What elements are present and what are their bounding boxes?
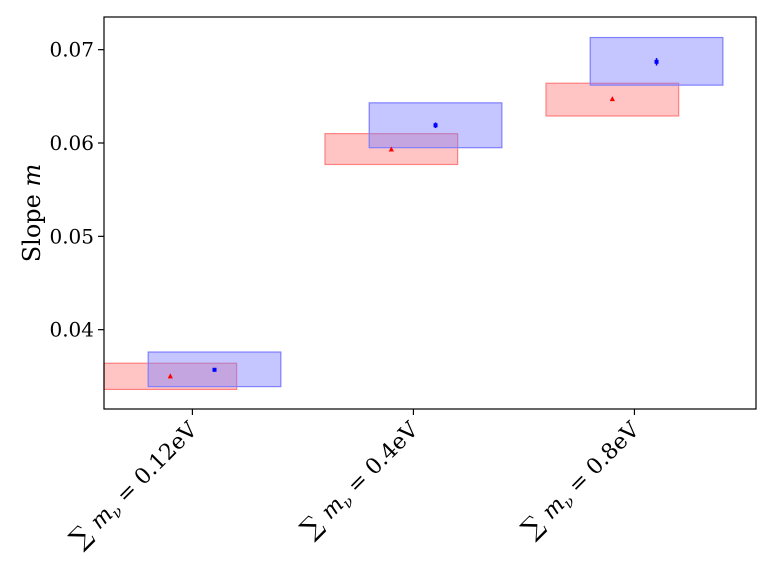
points-layer bbox=[167, 58, 659, 379]
y-axis-label-symbol: m bbox=[18, 164, 46, 187]
x-tick-label-1: ∑ mν = 0.4eV bbox=[295, 414, 427, 546]
x-axis: ∑ mν = 0.12eV ∑ mν = 0.4eV ∑ mν = 0.8eV bbox=[64, 409, 648, 556]
y-tick-label-0: 0.04 bbox=[49, 318, 94, 342]
y-tick-label-2: 0.06 bbox=[49, 131, 94, 155]
y-tick-label-3: 0.07 bbox=[49, 38, 94, 62]
plot-frame bbox=[103, 16, 757, 410]
blue-point-2 bbox=[654, 59, 659, 64]
y-axis-label: Slope m bbox=[18, 164, 46, 263]
x-tick-label-2: ∑ mν = 0.8eV bbox=[516, 414, 648, 546]
x-tick-label-0: ∑ mν = 0.12eV bbox=[64, 414, 206, 556]
y-axis-label-text: Slope bbox=[18, 194, 46, 262]
y-tick-label-1: 0.05 bbox=[49, 224, 94, 248]
red-point-0 bbox=[167, 373, 173, 379]
boxes-layer bbox=[103, 36, 724, 390]
red-point-1 bbox=[388, 146, 394, 152]
blue-point-1 bbox=[433, 123, 438, 128]
red-point-2 bbox=[609, 96, 615, 102]
blue-point-0 bbox=[212, 367, 217, 372]
y-axis: 0.04 0.05 0.06 0.07 bbox=[49, 38, 104, 342]
